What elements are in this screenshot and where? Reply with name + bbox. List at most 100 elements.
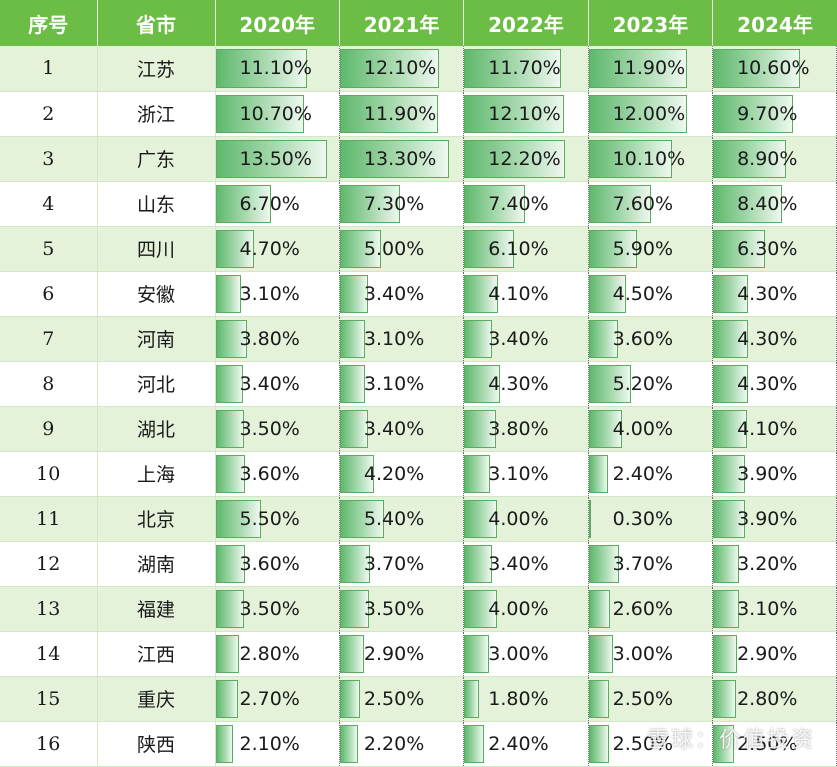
share-cell: 3.60% xyxy=(587,316,714,362)
share-cell: 3.40% xyxy=(338,406,465,452)
data-bar xyxy=(215,94,304,133)
table-row: 15 重庆 2.70% 2.50% 1.80% 2.50% 2.80% xyxy=(0,676,837,722)
header-province: 省市 xyxy=(97,0,216,46)
share-value: 4.30% xyxy=(737,327,798,350)
share-value: 12.10% xyxy=(488,102,561,125)
data-bar xyxy=(215,139,327,178)
share-cell: 4.50% xyxy=(587,271,714,317)
data-bar xyxy=(215,319,247,358)
data-bar xyxy=(713,49,801,88)
province-name: 上海 xyxy=(97,451,216,497)
share-cell: 4.30% xyxy=(712,271,837,317)
province-name: 河南 xyxy=(97,316,216,362)
share-cell: 3.10% xyxy=(338,361,465,407)
data-bar xyxy=(588,454,609,493)
share-cell: 8.90% xyxy=(712,136,837,182)
province-name: 湖南 xyxy=(97,541,216,587)
share-value: 11.70% xyxy=(488,57,561,80)
row-index: 5 xyxy=(0,226,98,272)
share-cell: 3.40% xyxy=(463,316,589,362)
row-index: 7 xyxy=(0,316,98,362)
data-bar xyxy=(215,229,255,268)
share-value: 4.00% xyxy=(488,597,549,620)
share-value: 2.80% xyxy=(737,687,798,710)
row-index: 15 xyxy=(0,676,98,722)
data-bar xyxy=(464,724,485,763)
share-cell: 10.10% xyxy=(587,136,714,182)
share-value: 2.20% xyxy=(363,732,425,755)
share-cell: 12.20% xyxy=(463,136,589,182)
share-value: 6.30% xyxy=(737,237,798,260)
share-value: 2.60% xyxy=(612,597,674,620)
share-cell: 2.50% xyxy=(338,676,465,722)
data-bar xyxy=(464,589,498,628)
share-value: 6.70% xyxy=(239,192,300,215)
share-cell: 3.50% xyxy=(338,586,465,632)
share-value: 10.10% xyxy=(612,147,686,170)
share-value: 2.90% xyxy=(737,642,798,665)
data-bar xyxy=(713,229,765,268)
table-row: 6 安徽 3.10% 3.40% 4.10% 4.50% 4.30% xyxy=(0,271,837,317)
share-cell: 3.10% xyxy=(463,451,589,497)
data-bar xyxy=(713,724,734,763)
data-bar xyxy=(464,94,564,133)
data-bar xyxy=(588,409,622,448)
data-bar xyxy=(464,454,490,493)
table-row: 11 北京 5.50% 5.40% 4.00% 0.30% 3.90% xyxy=(0,496,837,542)
data-bar xyxy=(588,499,592,538)
share-cell: 11.10% xyxy=(214,46,340,92)
share-value: 3.90% xyxy=(737,462,798,485)
header-index: 序号 xyxy=(0,0,98,46)
province-name: 河北 xyxy=(97,361,216,407)
table-row: 3 广东 13.50% 13.30% 12.20% 10.10% 8.90% xyxy=(0,136,837,182)
data-bar xyxy=(588,139,672,178)
share-value: 5.90% xyxy=(612,237,674,260)
share-value: 3.10% xyxy=(239,282,300,305)
share-value: 3.60% xyxy=(239,552,300,575)
row-index: 2 xyxy=(0,91,98,137)
share-value: 3.40% xyxy=(488,327,549,350)
data-bar xyxy=(339,94,438,133)
table-row: 14 江西 2.80% 2.90% 3.00% 3.00% 2.90% xyxy=(0,631,837,677)
header-year-2022: 2022年 xyxy=(463,0,589,46)
province-name: 浙江 xyxy=(97,91,216,137)
data-bar xyxy=(339,454,375,493)
share-value: 3.90% xyxy=(737,507,798,530)
table-header: 序号 省市 2020年 2021年 2022年 2023年 2024年 xyxy=(0,0,837,46)
share-cell: 11.70% xyxy=(463,46,589,92)
data-bar xyxy=(339,364,366,403)
share-value: 3.10% xyxy=(488,462,549,485)
share-value: 4.00% xyxy=(612,417,674,440)
share-cell: 7.40% xyxy=(463,181,589,227)
share-cell: 4.30% xyxy=(463,361,589,407)
share-value: 3.40% xyxy=(239,372,300,395)
data-bar xyxy=(339,544,371,583)
share-cell: 2.50% xyxy=(587,721,714,767)
data-bar xyxy=(464,544,493,583)
share-value: 5.50% xyxy=(239,507,300,530)
data-bar xyxy=(588,724,610,763)
share-cell: 4.20% xyxy=(338,451,465,497)
share-value: 4.30% xyxy=(488,372,549,395)
share-value: 3.50% xyxy=(239,417,300,440)
share-value: 7.40% xyxy=(488,192,549,215)
share-cell: 2.60% xyxy=(587,586,714,632)
share-cell: 12.10% xyxy=(463,91,589,137)
data-bar xyxy=(464,364,500,403)
share-value: 5.00% xyxy=(363,237,425,260)
share-value: 3.20% xyxy=(737,552,798,575)
share-value: 3.60% xyxy=(612,327,674,350)
share-cell: 13.30% xyxy=(338,136,465,182)
share-cell: 9.70% xyxy=(712,91,837,137)
data-bar xyxy=(339,499,385,538)
data-bar xyxy=(713,634,737,673)
data-bar xyxy=(464,634,489,673)
share-value: 6.10% xyxy=(488,237,549,260)
data-bar xyxy=(339,184,400,223)
data-bar xyxy=(215,49,307,88)
data-bar xyxy=(713,94,793,133)
province-name: 山东 xyxy=(97,181,216,227)
share-cell: 3.00% xyxy=(587,631,714,677)
data-bar xyxy=(713,589,739,628)
